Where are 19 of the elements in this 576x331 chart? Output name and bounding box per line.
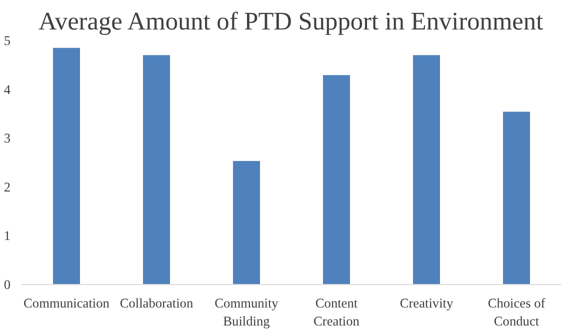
y-tick-label: 0: [4, 277, 11, 292]
bar: [323, 75, 350, 284]
x-tick-label: Choices of Conduct: [488, 296, 546, 328]
y-tick-label: 1: [4, 228, 11, 244]
x-tick-label: Content Creation: [314, 296, 360, 328]
y-tick-label: 4: [4, 82, 11, 97]
x-tick-label: Collaboration: [120, 296, 194, 310]
bar: [53, 48, 80, 284]
bar: [143, 55, 170, 284]
bar: [413, 55, 440, 284]
x-tick-label: Community Building: [214, 296, 279, 328]
chart-title: Average Amount of PTD Support in Environment: [38, 8, 544, 36]
bar: [503, 112, 530, 284]
y-tick-label: 3: [4, 130, 11, 146]
x-tick-label: Creativity: [400, 296, 454, 310]
bar: [233, 161, 260, 284]
y-tick-label: 5: [4, 33, 11, 48]
y-tick-label: 2: [4, 179, 11, 194]
x-tick-label: Communication: [24, 296, 110, 310]
